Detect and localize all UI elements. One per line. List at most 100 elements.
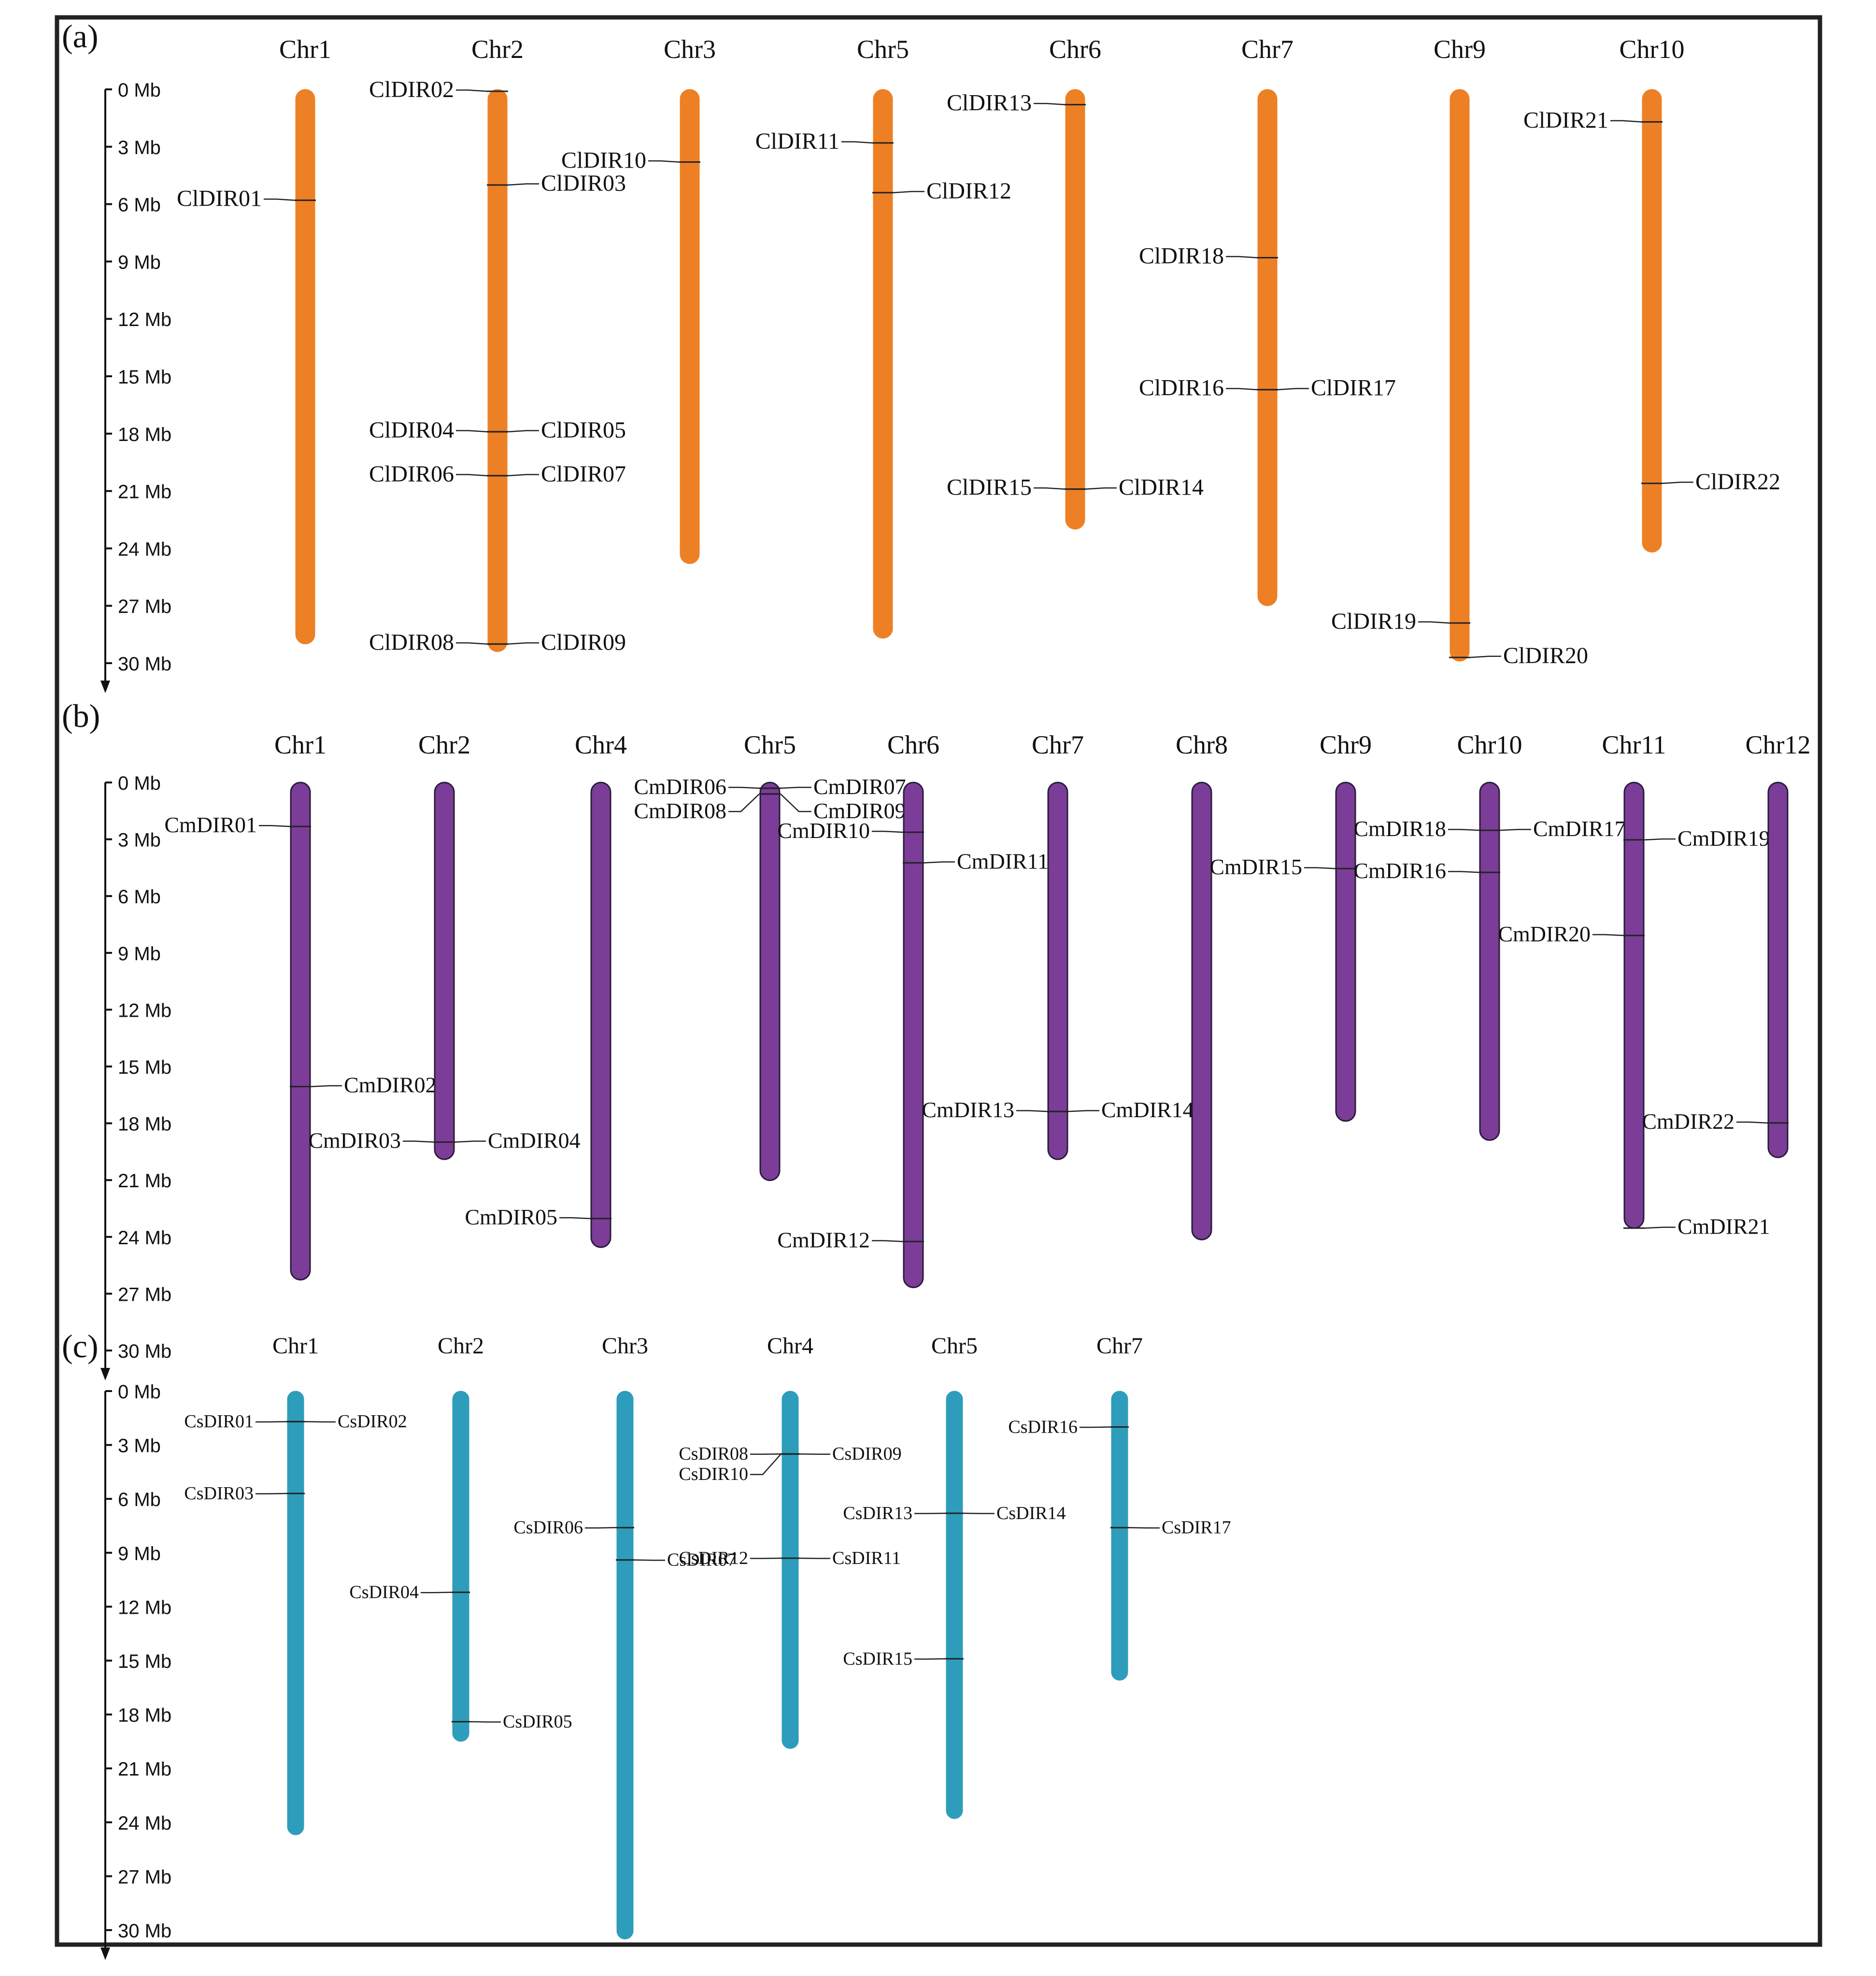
gene-marker: CmDIR04 [434,1128,581,1152]
axis-tick-label: 24 Mb [118,1813,171,1834]
gene-label: CsDIR10 [679,1464,748,1484]
axis-tick-label: 0 Mb [118,80,161,101]
gene-marker: CsDIR15 [843,1649,964,1669]
gene-leader-line [728,786,760,789]
axis-tick-label: 18 Mb [118,1705,171,1726]
axis-tick-label: 21 Mb [118,482,171,503]
chromosome-chr3: Chr3 ClDIR10 [561,35,716,564]
chromosome-title: Chr1 [272,1333,319,1359]
gene-marker: ClDIR21 [1523,107,1663,133]
gene-label: CsDIR02 [338,1411,407,1432]
chromosome-chr2: Chr2 CmDIR03 CmDIR04 [308,730,581,1160]
gene-label: ClDIR11 [755,128,839,154]
gene-label: CmDIR06 [634,774,726,799]
gene-leader-line [311,1085,342,1087]
gene-marker: CmDIR19 [1623,826,1770,851]
chromosome-chr8: Chr8 [1176,730,1228,1240]
gene-leader-line [1085,487,1117,490]
axis-tick-label: 24 Mb [118,539,171,560]
gene-marker: ClDIR07 [487,461,626,487]
gene-leader-line [872,1240,903,1242]
axis-tick-label: 24 Mb [118,1227,171,1249]
chromosome-chr5: Chr5 CsDIR13 CsDIR14 CsDIR15 [843,1333,1066,1819]
gene-label: CsDIR05 [503,1711,572,1732]
chromosome-bar [1642,89,1662,553]
gene-leader-line [893,191,924,194]
gene-leader-line [1610,120,1642,123]
axis-tick-label: 0 Mb [118,773,161,794]
gene-marker: ClDIR06 [369,461,508,487]
gene-label: ClDIR15 [947,475,1032,500]
gene-label: CmDIR19 [1677,826,1770,851]
gene-leader-line [508,642,539,645]
gene-leader-line [508,183,539,186]
gene-marker: ClDIR01 [177,186,316,212]
chromosome-title: Chr3 [664,35,716,64]
gene-leader-line [1448,871,1479,873]
gene-leader-line [872,830,903,833]
gene-label: CsDIR04 [349,1582,419,1603]
gene-marker: CmDIR07 [759,774,906,799]
gene-label: ClDIR22 [1695,469,1780,495]
axis-arrow-icon [100,1948,110,1960]
axis-tick-label: 30 Mb [118,654,171,675]
axis-tick-label: 18 Mb [118,424,171,445]
chromosome-bar [452,1391,469,1742]
chromosome-title: Chr7 [1241,35,1293,64]
chromosome-chr7: Chr7 CmDIR13 CmDIR14 [922,730,1194,1160]
gene-label: CmDIR02 [344,1073,437,1097]
gene-marker: CsDIR10 [679,1453,799,1484]
gene-label: CmDIR15 [1209,854,1302,879]
chromosome-bar [903,782,924,1288]
gene-label: CmDIR08 [634,798,726,823]
chromosome-title: Chr2 [438,1333,484,1359]
gene-label: ClDIR19 [1331,609,1416,634]
gene-marker: CmDIR11 [903,849,1049,873]
gene-label: ClDIR18 [1139,243,1224,269]
axis-tick-label: 18 Mb [118,1114,171,1135]
gene-label: CmDIR05 [465,1205,557,1229]
gene-leader-line [1034,103,1065,105]
gene-leader-line [780,786,811,789]
chromosome-bar [1191,782,1212,1240]
gene-marker: ClDIR17 [1257,375,1396,401]
gene-label: ClDIR16 [1139,375,1224,401]
gene-marker: CsDIR06 [513,1518,634,1538]
gene-label: ClDIR04 [369,417,454,443]
chromosome-bar [946,1391,963,1819]
gene-label: CmDIR17 [1533,816,1626,841]
gene-marker: CmDIR08 [634,793,781,823]
chromosome-title: Chr4 [575,730,627,759]
chromosome-bar [680,89,700,564]
gene-label: CmDIR21 [1677,1214,1770,1239]
gene-label: CmDIR11 [957,849,1049,873]
gene-leader-line [456,89,487,92]
chromosome-chr6: Chr6 CmDIR10 CmDIR11 CmDIR12 [777,730,1049,1288]
axis-tick-label: 3 Mb [118,1436,161,1457]
chromosome-title: Chr10 [1457,730,1522,759]
gene-label: CmDIR01 [164,812,257,837]
chromosome-chr10: Chr10 CmDIR17 CmDIR18 CmDIR16 [1353,730,1626,1141]
gene-label: CsDIR08 [679,1444,748,1464]
gene-leader-line [1418,621,1450,624]
gene-marker: ClDIR11 [755,128,894,154]
chromosome-bar [1767,782,1789,1158]
gene-marker: ClDIR19 [1331,609,1470,634]
gene-marker: CmDIR03 [308,1128,455,1152]
gene-marker: CmDIR12 [777,1227,924,1252]
mb-axis: 0 Mb 3 Mb 6 Mb 9 Mb 12 Mb 15 Mb 18 Mb 21 Mb 24 M… [100,80,171,693]
chromosome-bar [487,89,508,652]
panel-label: (a) [62,18,98,55]
chromosome-title: Chr4 [767,1333,813,1359]
chromosome-chr5: Chr5 ClDIR11 ClDIR12 [755,35,1011,639]
axis-tick-label: 30 Mb [118,1920,171,1942]
gene-marker: ClDIR05 [487,417,626,443]
gene-label: ClDIR13 [947,90,1032,116]
gene-leader-line [780,793,811,812]
chromosome-bar [290,782,311,1281]
gene-label: CmDIR14 [1101,1097,1194,1122]
gene-marker: CmDIR02 [290,1073,437,1097]
gene-leader-line [1592,934,1624,937]
gene-label: ClDIR06 [369,461,454,487]
